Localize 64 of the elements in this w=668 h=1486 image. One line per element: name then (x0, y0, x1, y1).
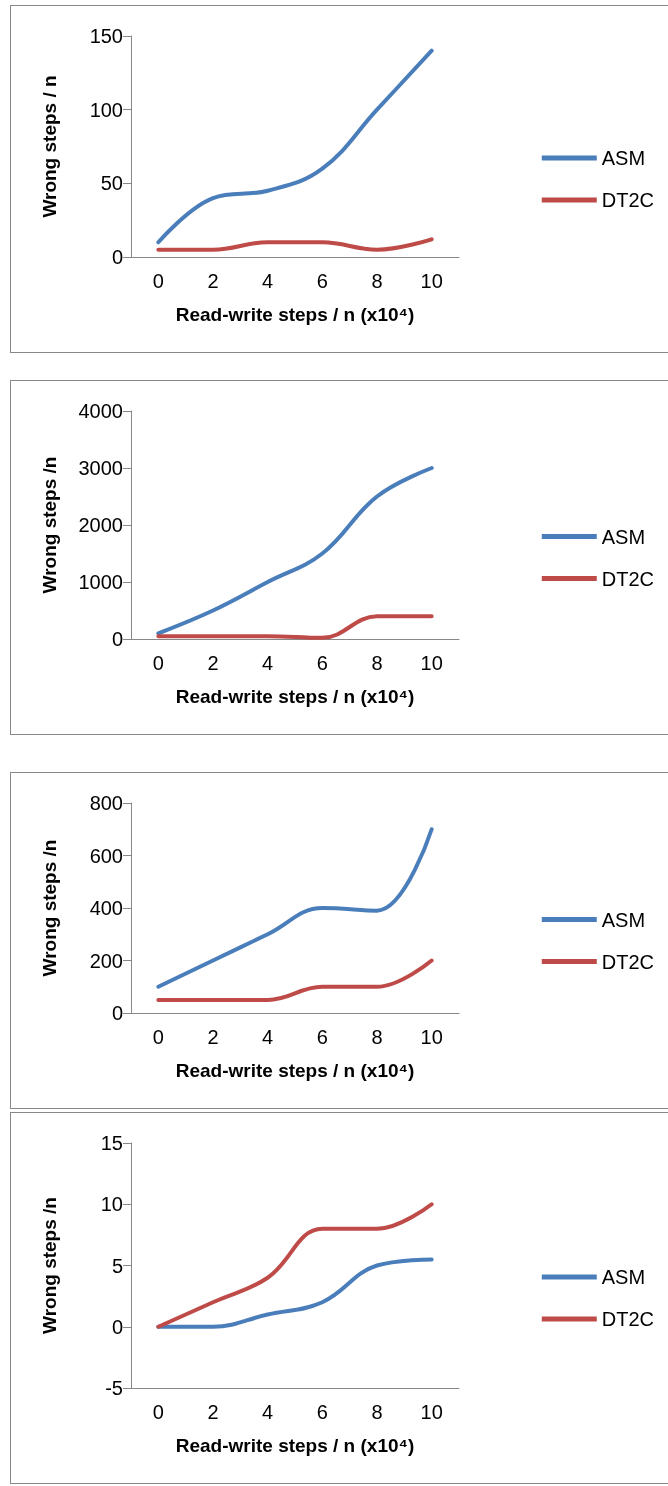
x-tick-label: 0 (152, 1401, 164, 1423)
y-tick-label: 0 (111, 1002, 123, 1024)
x-tick-label: 2 (207, 1026, 219, 1048)
y-tick-label: 400 (89, 897, 123, 919)
y-tick-label: 5 (111, 1254, 123, 1277)
legend-label: DT2C (601, 189, 655, 211)
x-tick-label: 0 (152, 652, 164, 674)
legend-label: ASM (601, 1266, 646, 1288)
y-tick-label: 1000 (78, 571, 123, 593)
x-axis-title: Read-write steps / n (x10⁴) (175, 686, 415, 707)
x-tick-label: 10 (420, 652, 443, 674)
x-tick-label: 2 (207, 1401, 219, 1423)
y-tick-label: 600 (89, 844, 123, 867)
y-tick-label: 0 (111, 628, 123, 650)
x-tick-label: 4 (262, 652, 274, 674)
y-tick-label: 100 (89, 98, 123, 121)
x-tick-label: 10 (420, 1026, 443, 1048)
x-tick-label: 4 (262, 270, 274, 292)
y-tick-label: 15 (100, 1132, 123, 1154)
y-tick-label: 0 (111, 246, 123, 268)
y-tick-label: 4000 (78, 400, 123, 422)
x-tick-label: 6 (316, 652, 328, 674)
x-tick-label: 8 (371, 652, 383, 674)
legend-label: ASM (601, 908, 646, 931)
y-tick-label: 0 (111, 1315, 123, 1338)
y-tick-label: 50 (100, 172, 123, 195)
x-tick-label: 2 (207, 652, 219, 674)
line-series (156, 827, 434, 989)
x-axis-title: Read-write steps / n (x10⁴) (175, 304, 415, 325)
line-series (156, 48, 434, 245)
x-axis-title: Read-write steps / n (x10⁴) (175, 1435, 415, 1456)
y-axis-title: Wrong steps /n (39, 1197, 60, 1334)
y-tick-label: 10 (100, 1193, 123, 1216)
x-tick-label: 8 (371, 1401, 383, 1423)
x-tick-label: 10 (420, 1401, 443, 1423)
x-tick-label: 10 (420, 270, 443, 292)
legend-label: DT2C (601, 1308, 655, 1330)
x-tick-label: 2 (207, 270, 219, 292)
x-axis-title: Read-write steps / n (x10⁴) (175, 1060, 415, 1081)
x-tick-label: 0 (152, 270, 164, 292)
y-tick-label: 3000 (78, 457, 123, 479)
x-tick-label: 8 (371, 1026, 383, 1048)
line-series (156, 466, 434, 636)
line-series (156, 1202, 434, 1329)
x-tick-label: 6 (316, 1401, 328, 1423)
y-tick-label: 2000 (78, 514, 123, 536)
legend-label: DT2C (601, 950, 655, 973)
legend-label: DT2C (601, 567, 655, 590)
x-tick-label: 0 (152, 1026, 164, 1048)
y-axis-title: Wrong steps / n (39, 75, 60, 218)
legend-label: ASM (601, 525, 646, 548)
legend-label: ASM (601, 147, 646, 169)
x-tick-label: 6 (316, 270, 328, 292)
y-axis-title: Wrong steps /n (39, 456, 60, 594)
y-axis-title: Wrong steps /n (39, 839, 60, 977)
line-series (156, 1257, 434, 1329)
y-tick-label: 200 (89, 949, 123, 972)
y-tick-label: 800 (89, 792, 123, 814)
y-tick-label: -5 (105, 1377, 123, 1399)
x-tick-label: 4 (262, 1026, 274, 1048)
x-tick-label: 4 (262, 1401, 274, 1423)
x-tick-label: 6 (316, 1026, 328, 1048)
x-tick-label: 8 (371, 270, 383, 292)
y-tick-label: 150 (89, 25, 123, 47)
